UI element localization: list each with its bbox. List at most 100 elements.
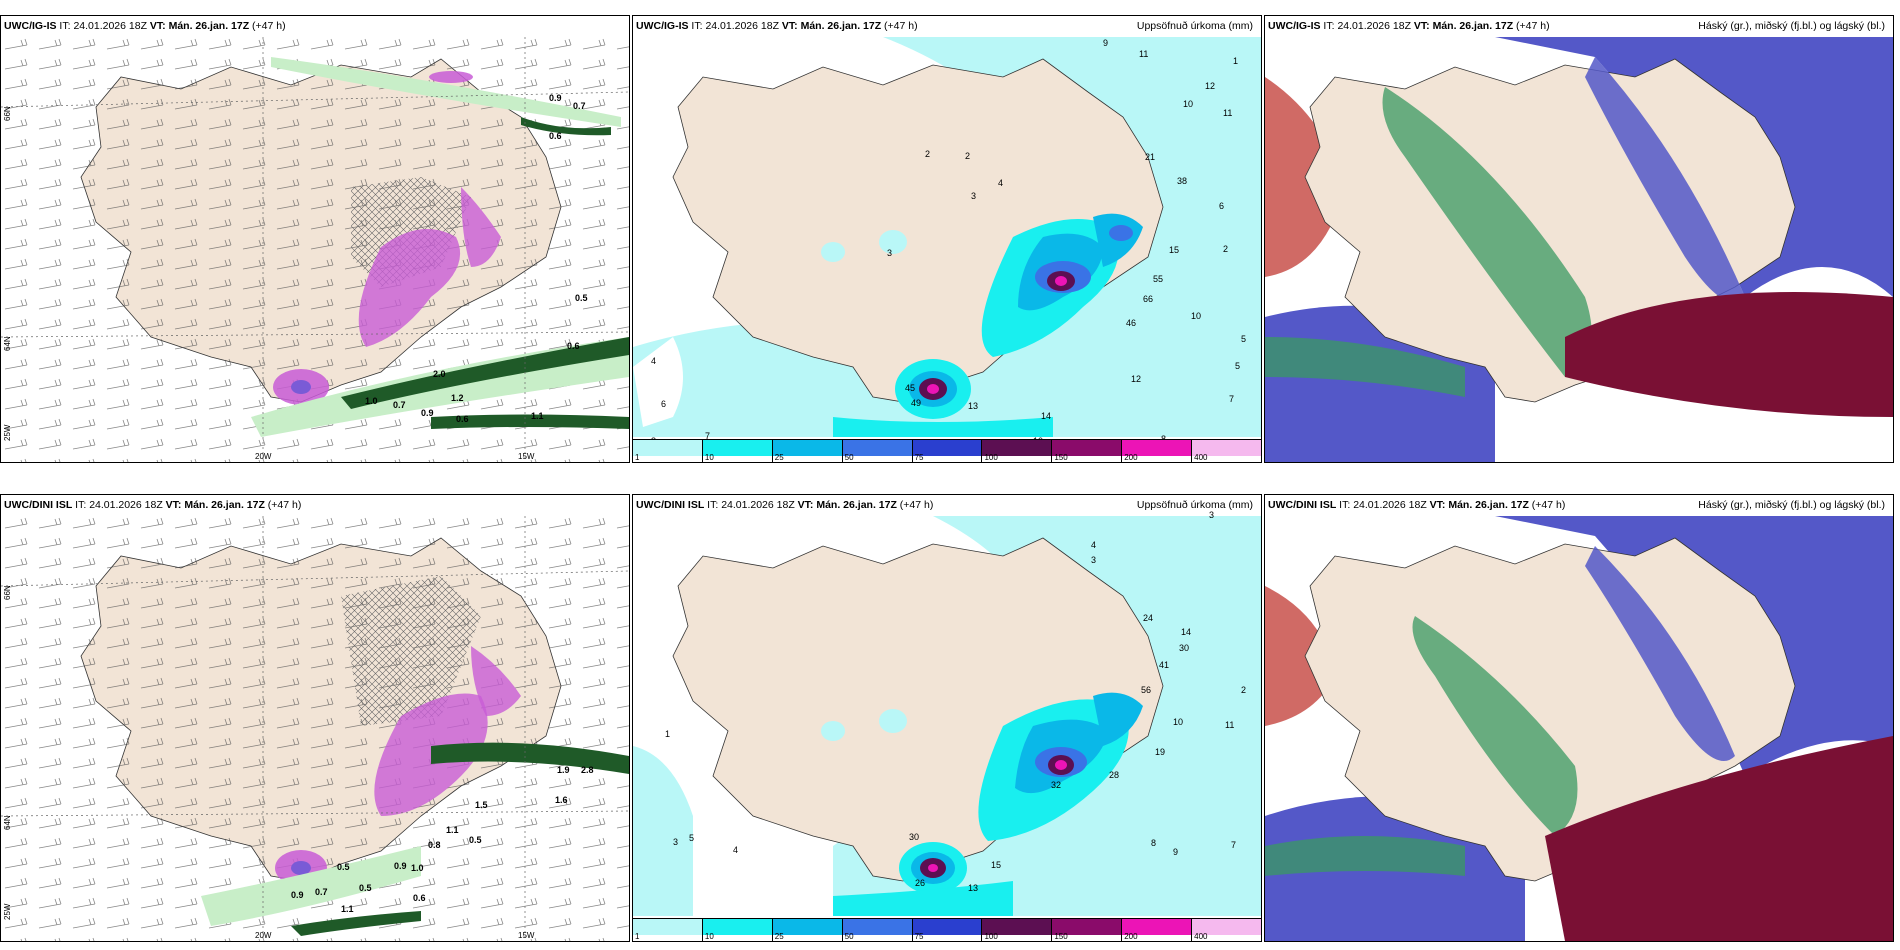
map-canvas [1,516,629,941]
lon-label-15w: 15W [518,931,535,940]
panel-r2c2-precipitation-map: UWC/DINI ISL IT: 24.01.2026 18Z VT: Mán.… [632,494,1262,942]
value-label: 7 [1229,394,1235,404]
map-canvas [1,37,629,462]
value-label: 1.1 [531,411,544,421]
value-label: 46 [1126,318,1137,328]
value-label: 1 [665,729,671,739]
value-label: 11 [1225,720,1235,730]
panel-header: UWC/IG-IS IT: 24.01.2026 18Z VT: Mán. 26… [4,20,286,32]
value-label: 21 [1145,152,1156,162]
value-label: 26 [915,878,926,888]
value-label: 0.7 [393,400,406,410]
value-label: 1 [1233,56,1239,66]
value-label: 0.8 [428,840,441,850]
value-label: 55 [1153,274,1164,284]
map-canvas [633,516,1261,941]
value-label: 0.7 [573,101,586,111]
value-label: 9 [1173,847,1179,857]
value-label: 1.1 [446,825,459,835]
lat-label-25w: 25W [3,424,12,441]
value-label: 1.1 [341,904,354,914]
value-label: 4 [998,178,1004,188]
lat-label-66n: 66N [3,106,12,121]
value-label: 11 [1139,49,1149,59]
value-label: 2.8 [581,765,594,775]
value-label: 15 [1169,245,1180,255]
panel-header: UWC/IG-IS IT: 24.01.2026 18Z VT: Mán. 26… [1265,16,1893,37]
panel-r1c1-wind-precip-map: UWC/IG-IS IT: 24.01.2026 18Z VT: Mán. 26… [0,15,630,463]
value-label: 0.9 [291,890,304,900]
value-label: 1.2 [451,393,464,403]
value-label: 0.7 [315,887,328,897]
map-title: Háský (gr.), miðský (fj.bl.) og lágský (… [1698,20,1885,32]
value-label: 6 [1219,201,1225,211]
lon-label-20w: 20W [255,452,272,461]
value-label: 0.5 [575,293,588,303]
value-label: 2.0 [433,369,446,379]
value-label: 11 [1223,108,1233,118]
panel-r2c3-cloud-cover-map: UWC/DINI ISL IT: 24.01.2026 18Z VT: Mán.… [1264,494,1894,942]
lat-label-66n: 66N [3,585,12,600]
value-label: 7 [705,431,711,441]
lon-label-20w: 20W [255,931,272,940]
value-label: 14 [1181,627,1192,637]
value-label: 3 [1209,510,1215,520]
value-label: 4 [651,356,657,366]
value-label: 0.6 [413,893,426,903]
panel-header: UWC/DINI ISL IT: 24.01.2026 18Z VT: Mán.… [1265,495,1893,516]
value-label: 0.9 [394,861,407,871]
value-label: 24 [1143,613,1154,623]
value-label: 3 [887,248,893,258]
value-label: 1.9 [557,765,570,775]
panel-header: UWC/DINI ISL IT: 24.01.2026 18Z VT: Mán.… [4,499,302,511]
value-label: 0.5 [337,862,350,872]
value-label: 3 [971,191,977,201]
panel-r1c3-cloud-cover-map: UWC/IG-IS IT: 24.01.2026 18Z VT: Mán. 26… [1264,15,1894,463]
value-label: 49 [911,398,922,408]
value-label: 5 [1241,334,1247,344]
value-label: 28 [1109,770,1120,780]
colorbar-legend: 1 10 25 50 75 100 150 200 400 [633,439,1261,462]
value-label: 2 [925,149,931,159]
map-canvas [1265,516,1893,941]
value-label: 5 [1235,361,1241,371]
value-label: 4 [1091,540,1097,550]
value-label: 1.0 [365,396,378,406]
panel-r1c2-precipitation-map: UWC/IG-IS IT: 24.01.2026 18Z VT: Mán. 26… [632,15,1262,463]
value-label: 2 [1223,244,1229,254]
panel-header: UWC/IG-IS IT: 24.01.2026 18Z VT: Mán. 26… [633,16,1261,37]
value-label: 3 [1091,555,1097,565]
colorbar-legend: 1 10 25 50 75 100 150 200 400 [633,918,1261,941]
value-label: 4 [733,845,739,855]
value-label: 56 [1141,685,1152,695]
value-label: 0.6 [549,131,562,141]
value-label: 1.6 [555,795,568,805]
value-label: 15 [991,860,1002,870]
value-label: 12 [1131,374,1142,384]
value-label: 19 [1155,747,1166,757]
map-title: Uppsöfnuð úrkoma (mm) [1136,499,1253,511]
map-canvas [1265,37,1893,462]
value-label: 14 [1041,411,1052,421]
value-label: 30 [909,832,920,842]
value-label: 10 [1191,311,1202,321]
value-label: 1.5 [475,800,488,810]
lon-label-15w: 15W [518,452,535,461]
value-label: 12 [1205,81,1216,91]
value-label: 7 [1231,840,1237,850]
lat-label-25w: 25W [3,903,12,920]
value-label: 0.5 [359,883,372,893]
value-label: 5 [689,833,695,843]
value-label: 2 [1241,685,1247,695]
map-title: Háský (gr.), miðský (fj.bl.) og lágský (… [1698,499,1885,511]
value-label: 66 [1143,294,1154,304]
lat-label-64n: 64N [3,336,12,351]
value-label: 6 [661,399,667,409]
value-label: 30 [1179,643,1190,653]
value-label: 1.0 [411,863,424,873]
value-label: 0.9 [421,408,434,418]
value-label: 0.9 [549,93,562,103]
value-label: 3 [673,837,679,847]
panel-r2c1-wind-precip-map: UWC/DINI ISL IT: 24.01.2026 18Z VT: Mán.… [0,494,630,942]
map-title: Uppsöfnuð úrkoma (mm) [1136,20,1253,32]
